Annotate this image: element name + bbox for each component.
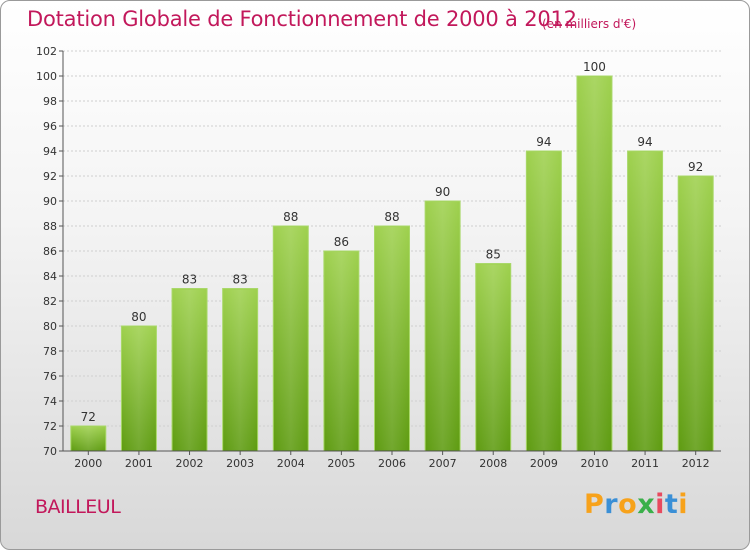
bar-highlight [577, 77, 611, 450]
bar-highlight [324, 252, 358, 450]
bar-highlight [173, 289, 207, 450]
data-label: 88 [384, 210, 399, 224]
y-tick-label: 86 [43, 245, 57, 258]
y-tick-label: 70 [43, 445, 57, 458]
logo-letter: r [604, 489, 619, 520]
y-tick-label: 96 [43, 120, 57, 133]
bar-highlight [628, 152, 662, 450]
data-label: 94 [536, 135, 551, 149]
city-name: BAILLEUL [35, 496, 121, 518]
data-label: 86 [334, 235, 349, 249]
data-label: 88 [283, 210, 298, 224]
bars: 72 80 83 83 88 86 88 90 85 94 100 94 92 [70, 60, 714, 452]
y-tick-label: 98 [43, 95, 57, 108]
data-label: 100 [583, 60, 606, 74]
bar-highlight [71, 427, 105, 450]
y-tick-label: 74 [43, 395, 57, 408]
data-label: 83 [233, 273, 248, 287]
x-tick-label: 2012 [682, 457, 710, 470]
chart-subtitle: (en milliers d'€) [542, 17, 637, 31]
y-tick-label: 82 [43, 295, 57, 308]
x-tick-label: 2004 [277, 457, 305, 470]
x-tick-label: 2006 [378, 457, 406, 470]
data-label: 94 [637, 135, 652, 149]
y-tick-label: 90 [43, 195, 57, 208]
x-tick-label: 2001 [125, 457, 153, 470]
logo-letter: t [664, 489, 679, 520]
y-tick-label: 80 [43, 320, 57, 333]
bar-highlight [122, 327, 156, 450]
bar-highlight [223, 289, 257, 450]
y-tick-label: 78 [43, 345, 57, 358]
x-tick-label: 2000 [74, 457, 102, 470]
logo-letter: P [584, 489, 605, 520]
data-label: 80 [131, 310, 146, 324]
y-tick-label: 88 [43, 220, 57, 233]
data-label: 92 [688, 160, 703, 174]
x-tick-label: 2008 [479, 457, 507, 470]
y-tick-label: 76 [43, 370, 57, 383]
bar-highlight [274, 227, 308, 450]
data-label: 85 [486, 248, 501, 262]
y-tick-label: 92 [43, 170, 57, 183]
data-label: 72 [81, 410, 96, 424]
chart-title: Dotation Globale de Fonctionnement de 20… [27, 7, 577, 31]
bar-highlight [426, 202, 460, 450]
logo-letter: o [618, 489, 638, 520]
x-tick-label: 2005 [327, 457, 355, 470]
y-tick-label: 102 [36, 45, 57, 58]
y-tick-label: 72 [43, 420, 57, 433]
data-label: 90 [435, 185, 450, 199]
y-tick-label: 84 [43, 270, 57, 283]
logo-letter: i [678, 489, 689, 520]
x-tick-label: 2009 [530, 457, 558, 470]
x-tick-label: 2011 [631, 457, 659, 470]
bar-highlight [476, 264, 510, 450]
logo-letter: x [637, 489, 656, 520]
x-tick-label: 2010 [580, 457, 608, 470]
bar-highlight [375, 227, 409, 450]
y-tick-label: 94 [43, 145, 57, 158]
data-label: 83 [182, 273, 197, 287]
x-tick-label: 2003 [226, 457, 254, 470]
bar-highlight [679, 177, 713, 450]
proxiti-logo: Proxiti [584, 489, 688, 520]
axes: 70 72 74 76 78 80 82 84 86 88 90 92 94 96 98 100 102 2000… [36, 45, 721, 470]
x-tick-label: 2002 [176, 457, 204, 470]
bar-highlight [527, 152, 561, 450]
x-tick-label: 2007 [429, 457, 457, 470]
logo-letter: i [655, 489, 665, 520]
y-tick-label: 100 [36, 70, 57, 83]
